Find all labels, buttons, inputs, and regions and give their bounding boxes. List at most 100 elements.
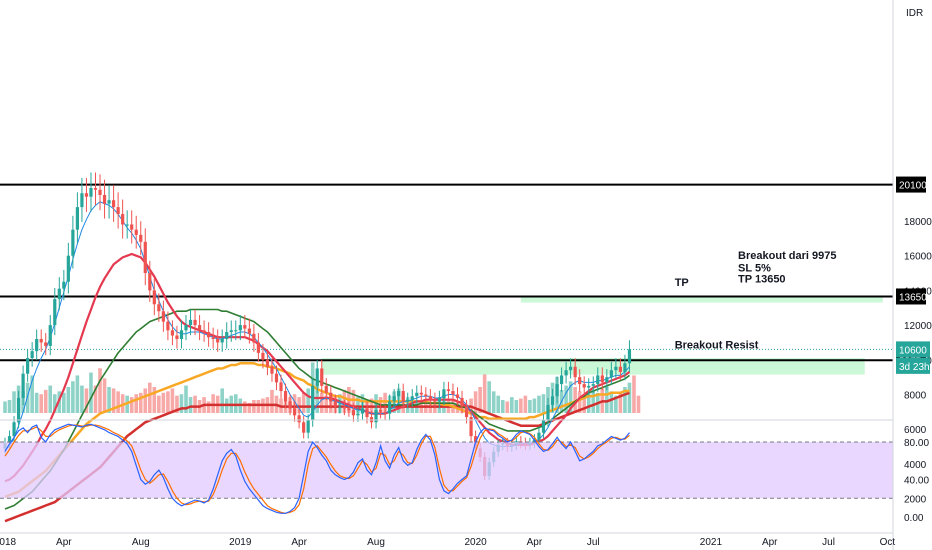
candle-body	[184, 325, 188, 331]
candle-body	[12, 422, 16, 437]
candle-body	[48, 325, 52, 346]
volume-bar	[614, 395, 618, 413]
candle-body	[609, 370, 613, 378]
candle-body	[433, 399, 437, 402]
price-tick-label: 8000	[904, 391, 927, 402]
candle-body	[66, 255, 70, 282]
volume-bar	[211, 394, 215, 413]
candle-body	[143, 241, 147, 274]
volume-bar	[623, 387, 627, 413]
volume-bar	[193, 395, 197, 413]
candle-body	[75, 207, 79, 230]
candle-body	[587, 385, 591, 388]
candle-body	[605, 377, 609, 383]
candle-body	[532, 439, 537, 444]
volume-bar	[89, 372, 93, 413]
candle-body	[360, 408, 365, 414]
candle-body	[57, 288, 61, 300]
candle-body	[320, 368, 324, 386]
stoch-tick-label: 40.00	[904, 476, 929, 487]
time-tick-label: 2021	[700, 537, 723, 548]
volume-bar	[75, 375, 80, 413]
volume-bar	[12, 391, 16, 413]
volume-bar	[573, 387, 577, 413]
volume-bar	[632, 375, 636, 413]
volume-bar	[80, 385, 84, 413]
volume-bar	[256, 400, 261, 413]
candle-body	[89, 188, 93, 197]
volume-bar	[188, 397, 193, 413]
candle-body	[600, 375, 604, 383]
candle-body	[116, 207, 120, 215]
volume-bar	[179, 394, 184, 413]
candle-body	[161, 311, 165, 322]
candle-body	[193, 319, 197, 326]
volume-bar	[627, 382, 632, 413]
price-tag	[896, 357, 930, 374]
candle-body	[216, 338, 220, 343]
candle-body	[44, 342, 48, 346]
stoch-tick-label: 80.00	[904, 438, 929, 449]
volume-bar	[523, 395, 528, 413]
breakout-zone	[321, 358, 865, 375]
volume-bar	[487, 381, 491, 413]
volume-bar	[582, 397, 586, 413]
candle-body	[93, 188, 98, 190]
time-tick-label: Jul	[587, 537, 600, 548]
volume-bar	[243, 401, 247, 413]
candle-body	[279, 382, 283, 392]
volume-bar	[111, 388, 116, 413]
candle-body	[125, 224, 129, 226]
volume-bar	[301, 392, 306, 413]
candle-body	[564, 370, 568, 376]
volume-bar	[138, 392, 143, 413]
candle-body	[39, 338, 43, 343]
candle-body	[401, 391, 405, 402]
candle-body	[288, 401, 292, 409]
volume-bar	[500, 400, 505, 413]
candle-body	[84, 193, 89, 197]
time-tick-label: Aug	[367, 537, 385, 548]
volume-bar	[48, 385, 53, 413]
annotation-4: Breakout Resist	[675, 340, 759, 352]
candle-body	[442, 389, 446, 398]
time-tick-label: Oct	[880, 537, 896, 548]
volume-bar	[383, 392, 387, 413]
candle-body	[283, 391, 288, 402]
candle-body	[265, 359, 270, 367]
candle-body	[397, 391, 401, 397]
volume-bar	[591, 389, 596, 413]
volume-bar	[233, 394, 238, 413]
candle-body	[157, 304, 161, 312]
time-tick-label: Apr	[762, 537, 778, 548]
volume-bar	[166, 391, 170, 413]
candle-body	[261, 352, 265, 360]
time-tick-label: Jul	[822, 537, 835, 548]
candle-body	[365, 408, 369, 418]
volume-bar	[609, 391, 614, 413]
candle-body	[555, 384, 559, 397]
candle-body	[596, 375, 600, 385]
candle-body	[170, 330, 175, 336]
candle-body	[107, 200, 111, 204]
candle-body	[274, 373, 279, 383]
candle-body	[234, 330, 238, 332]
candle-body	[7, 436, 12, 444]
candle-body	[460, 397, 464, 407]
candle-body	[225, 332, 229, 339]
candle-body	[464, 406, 469, 418]
level-tag-label: 20100	[899, 181, 927, 192]
volume-bar	[319, 392, 324, 413]
volume-bar	[71, 381, 75, 413]
candle-body	[243, 325, 247, 329]
candle-body	[315, 368, 319, 386]
candle-body	[256, 342, 260, 353]
volume-bar	[220, 388, 224, 413]
volume-bar	[129, 397, 134, 413]
candle-body	[455, 394, 460, 398]
price-tag-label: 10600	[899, 345, 927, 356]
highlight-zones	[321, 295, 883, 375]
candle-body	[62, 281, 66, 289]
volume-bar	[184, 385, 188, 413]
